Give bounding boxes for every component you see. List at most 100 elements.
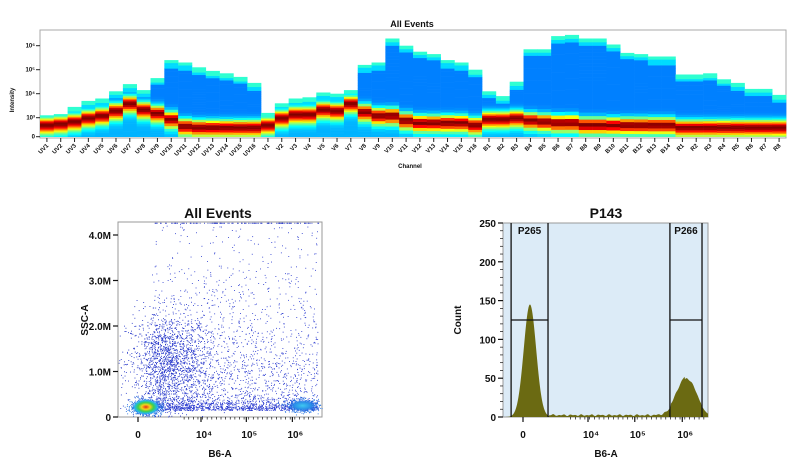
spectrum-cell bbox=[551, 79, 566, 84]
scatter-point bbox=[174, 272, 176, 274]
scatter-point bbox=[147, 415, 149, 417]
spectrum-cell bbox=[413, 100, 428, 104]
scatter-point bbox=[222, 291, 224, 293]
scatter-point bbox=[154, 364, 155, 366]
spectrum-cell bbox=[302, 131, 317, 133]
scatter-point bbox=[128, 332, 129, 334]
scatter-point bbox=[185, 389, 187, 391]
spectrum-cell bbox=[537, 102, 552, 106]
spectrum-cell bbox=[716, 120, 732, 123]
scatter-point bbox=[167, 384, 169, 385]
scatter-point bbox=[182, 362, 184, 363]
scatter-point bbox=[158, 301, 160, 303]
spectrum-cell bbox=[343, 120, 359, 123]
spectrum-cell bbox=[634, 65, 649, 70]
scatter-point bbox=[245, 379, 247, 380]
spectrum-cell bbox=[772, 96, 787, 99]
scatter-point bbox=[185, 337, 187, 338]
scatter-point bbox=[146, 359, 148, 361]
scatter-point bbox=[139, 368, 141, 369]
spectrum-cell bbox=[495, 109, 511, 111]
scatter-point bbox=[190, 347, 192, 349]
spectrum-cell bbox=[109, 96, 124, 99]
scatter-point bbox=[186, 340, 188, 342]
scatter-point bbox=[264, 367, 266, 369]
scatter-point bbox=[177, 363, 178, 365]
scatter-point bbox=[285, 388, 287, 390]
scatter-point bbox=[130, 361, 132, 363]
scatter-point bbox=[172, 357, 174, 359]
scatter-point bbox=[170, 399, 171, 401]
scatter-point bbox=[193, 369, 195, 371]
scatter-point bbox=[169, 395, 171, 397]
spectrum-cell bbox=[716, 128, 732, 131]
scatter-point bbox=[207, 385, 208, 387]
scatter-point bbox=[240, 357, 242, 359]
spectrum-cell bbox=[274, 128, 289, 130]
scatter-point bbox=[258, 368, 260, 370]
spectrum-column-v15 bbox=[454, 62, 469, 137]
scatter-point bbox=[150, 365, 151, 367]
scatter-point bbox=[254, 319, 255, 320]
spectrum-cell bbox=[316, 98, 331, 101]
scatter-point bbox=[152, 362, 154, 364]
scatter-point bbox=[179, 343, 181, 344]
scatter-point bbox=[145, 358, 147, 360]
scatter-point bbox=[223, 390, 225, 392]
scatter-point bbox=[270, 330, 272, 332]
scatter-point bbox=[275, 354, 277, 356]
spectrum-cell bbox=[426, 83, 441, 87]
spectrum-cell bbox=[661, 73, 676, 77]
scatter-point bbox=[230, 409, 232, 411]
spectrum-cell bbox=[523, 68, 538, 72]
scatter-point bbox=[239, 336, 241, 337]
scatter-point bbox=[174, 384, 176, 386]
spectrum-cell bbox=[385, 98, 400, 103]
scatter-point bbox=[160, 388, 161, 390]
scatter-point bbox=[153, 376, 155, 378]
spectrum-cell bbox=[482, 105, 497, 108]
scatter-point bbox=[212, 387, 214, 389]
scatter-point bbox=[160, 348, 162, 350]
scatter-point bbox=[299, 342, 301, 344]
spectrum-cell bbox=[620, 79, 635, 84]
scatter-point bbox=[307, 335, 309, 337]
scatter-point bbox=[299, 387, 301, 389]
scatter-point bbox=[174, 277, 176, 278]
scatter-point bbox=[296, 395, 298, 396]
spectrum-cell bbox=[261, 119, 276, 121]
scatter-point bbox=[134, 306, 136, 308]
spectrum-cell bbox=[316, 92, 331, 95]
scatter-point bbox=[281, 391, 283, 393]
scatter-point bbox=[166, 358, 168, 360]
scatter-point bbox=[159, 382, 161, 384]
spectrum-cell bbox=[371, 105, 386, 108]
scatter-point bbox=[184, 393, 186, 395]
scatter-point bbox=[158, 391, 159, 393]
scatter-point bbox=[133, 348, 135, 350]
scatter-point bbox=[144, 341, 146, 343]
scatter-point bbox=[178, 354, 180, 355]
spectrum-cell bbox=[758, 135, 773, 137]
scatter-point bbox=[167, 348, 169, 349]
spectrum-cell bbox=[509, 107, 524, 110]
spectrum-cell bbox=[343, 126, 359, 129]
spectrum-cell bbox=[482, 115, 497, 118]
spectrum-x-tick-label: UV6 bbox=[107, 143, 120, 156]
spectrum-cell bbox=[564, 34, 580, 39]
scatter-point bbox=[277, 311, 279, 313]
scatter-point bbox=[246, 374, 248, 376]
scatter-point bbox=[151, 314, 153, 315]
spectrum-cell bbox=[53, 118, 68, 121]
spectrum-cell bbox=[716, 89, 732, 92]
spectrum-cell bbox=[661, 105, 676, 109]
spectrum-cell bbox=[371, 62, 386, 66]
spectrum-cell bbox=[592, 63, 607, 67]
spectrum-cell bbox=[136, 96, 151, 99]
scatter-point bbox=[194, 392, 195, 394]
scatter-point bbox=[269, 333, 271, 335]
scatter-point bbox=[303, 373, 305, 374]
spectrum-cell bbox=[578, 52, 593, 57]
scatter-point bbox=[124, 325, 125, 327]
scatter-point bbox=[223, 282, 225, 283]
